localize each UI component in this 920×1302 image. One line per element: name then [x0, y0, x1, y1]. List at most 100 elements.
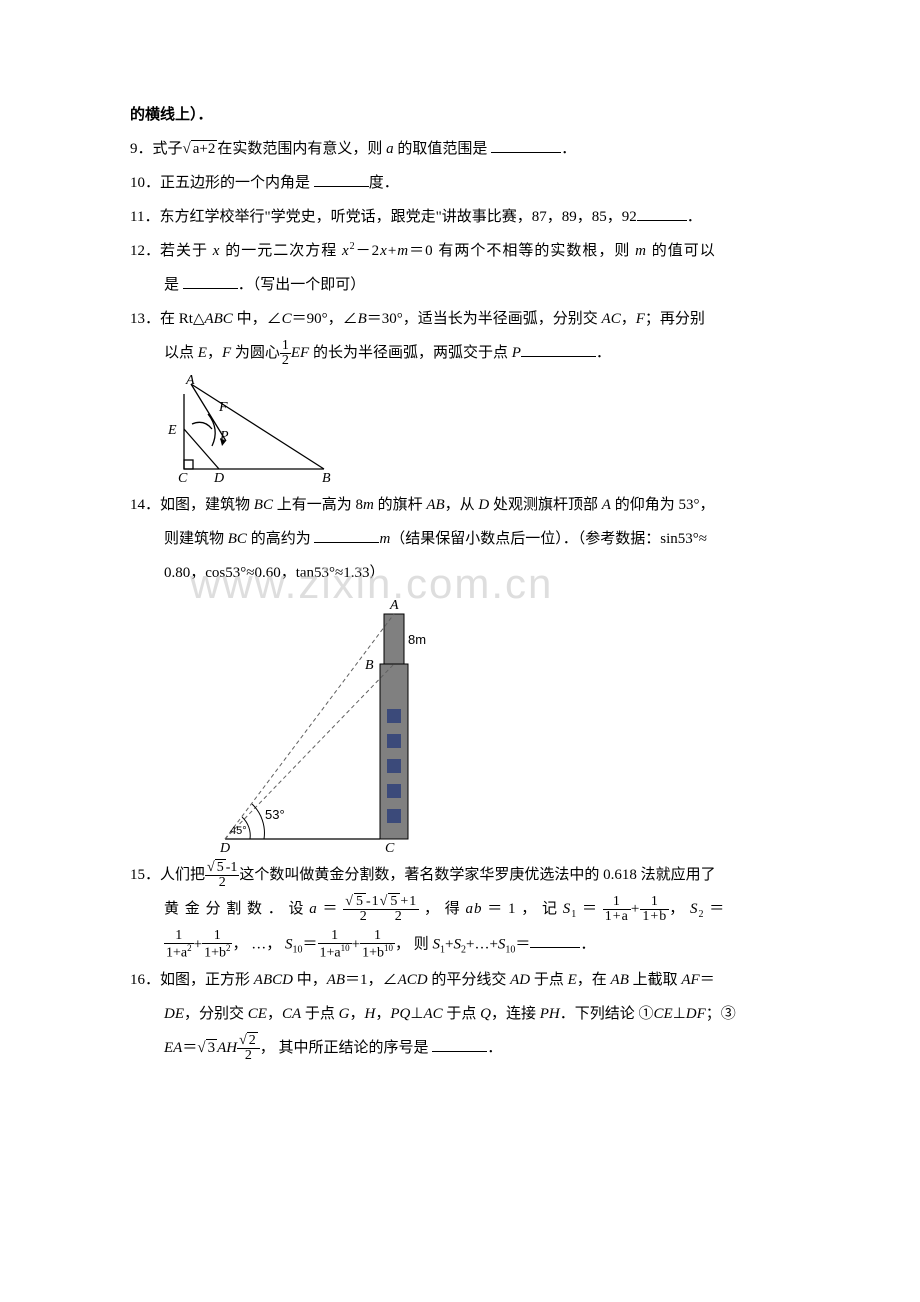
q14-d: D: [478, 497, 489, 513]
label-A: A: [389, 598, 399, 613]
q12-m: m: [397, 243, 409, 259]
blank: [530, 933, 580, 948]
frac-s10a: 11+a10: [318, 929, 352, 961]
label-53: 53°: [265, 807, 285, 822]
question-15-line2: 黄 金 分 割 数 ． 设 a ＝ √5-1√5+12 2 ， 得 ab ＝ 1…: [130, 894, 790, 925]
label-8m: 8m: [408, 632, 426, 647]
q13-p: P: [512, 345, 521, 361]
q13-t4: ＝30°，适当长为半径画弧，分别交: [367, 311, 598, 327]
q15-s10: S: [285, 936, 293, 952]
q12-x: x: [213, 243, 221, 259]
q14-l2a: 则建筑物: [164, 531, 224, 547]
label-F: F: [218, 400, 228, 415]
q16-t20: ＝: [182, 1040, 197, 1056]
question-13: 13．在 Rt△ABC 中，∠C＝90°，∠B＝30°，适当长为半径画弧，分别交…: [130, 304, 790, 334]
q13-diagram: A F E P C D B: [164, 374, 790, 484]
q16-h: H: [365, 1006, 376, 1022]
frac-root2: √22: [237, 1034, 260, 1063]
label-A: A: [185, 374, 195, 388]
question-14-line2: 则建筑物 BC 的高约为 m（结果保留小数点后一位）．（参考数据：sin53°≈: [130, 524, 790, 554]
q14-t1: 如图，建筑物: [160, 497, 250, 513]
q14-num: 14．: [130, 497, 160, 513]
q15-t9: ＝: [303, 936, 318, 952]
q15-l2a: 黄 金 分 割 数 ． 设: [164, 901, 309, 917]
q16-t8: ＝: [700, 972, 715, 988]
q13-t2: 中，∠: [237, 311, 282, 327]
q16-q: Q: [480, 1006, 491, 1022]
q13-l2a: 以点: [164, 345, 194, 361]
label-C: C: [178, 471, 188, 484]
q16-ab: AB: [327, 972, 345, 988]
q16-num: 16．: [130, 972, 160, 988]
q12-t5: ＝0 有两个不相等的实数根，则: [409, 243, 630, 259]
q14-t3: 的旗杆: [374, 497, 423, 513]
q15-ab: ab: [466, 901, 483, 917]
q16-ph: PH: [540, 1006, 560, 1022]
q12-l2b: ．（写出一个即可）: [238, 277, 366, 293]
q15-dots: +…+: [466, 936, 498, 952]
q13-t5: ，: [621, 311, 636, 327]
q16-t10: ，: [267, 1006, 282, 1022]
q15-t1: 人们把: [160, 867, 205, 883]
q9-sqrt-body: a+2: [191, 140, 218, 157]
blank: [637, 206, 687, 221]
q16-ac: AC: [423, 1006, 442, 1022]
q16-t9: ，分别交: [184, 1006, 244, 1022]
q16-t5: 于点: [530, 972, 564, 988]
q14-l3: 0.80，cos53°≈0.60，tan53°≈1.33）: [164, 565, 385, 581]
question-12-line2: 是 ．（写出一个即可）: [130, 270, 790, 300]
sqrt-icon: √a+2: [183, 134, 218, 164]
q16-sqrt3: 3: [206, 1039, 218, 1056]
q16-af: AF: [681, 972, 699, 988]
q15-s1: S: [563, 901, 572, 917]
q15-s22: S: [453, 936, 461, 952]
question-14-line3: 0.80，cos53°≈0.60，tan53°≈1.33）: [130, 558, 790, 588]
q14-t7: 的高约为: [247, 531, 311, 547]
frac-s2b: 11+b2: [202, 929, 232, 961]
blank: [183, 274, 238, 289]
label-B: B: [322, 471, 331, 484]
q14-m: m: [363, 497, 374, 513]
label-45: 45°: [230, 825, 247, 837]
question-11: 11．东方红学校举行"学党史，听党话，跟党走"讲故事比赛，87，89，85，92…: [130, 202, 790, 232]
q13-end: ．: [596, 345, 611, 361]
q14-t6: 的仰角为 53°，: [611, 497, 715, 513]
q13-t8: 为圆心: [231, 345, 280, 361]
q12-t6: 的值可以: [652, 243, 716, 259]
question-9: 9．式子√a+2在实数范围内有意义，则 a 的取值范围是 ．: [130, 134, 790, 164]
q16-t14: ⊥: [410, 1006, 423, 1022]
q16-t6: ，在: [577, 972, 607, 988]
q13-t1: 在 Rt△: [160, 311, 204, 327]
q15-num: 15．: [130, 867, 160, 883]
q9-t1: 式子: [153, 141, 183, 157]
q16-end: ．: [487, 1040, 502, 1056]
question-16: 16．如图，正方形 ABCD 中，AB＝1，∠ACD 的平分线交 AD 于点 E…: [130, 965, 790, 995]
q15-t7: ，: [669, 901, 690, 917]
frac-s1b: 11+b: [640, 895, 669, 924]
q16-ce: CE: [248, 1006, 267, 1022]
q16-t12: ，: [349, 1006, 364, 1022]
label-E: E: [167, 423, 177, 438]
q13-ac: AC: [602, 311, 621, 327]
q14-bc2: BC: [228, 531, 247, 547]
q13-b: B: [358, 311, 367, 327]
q16-t1: 如图，正方形: [160, 972, 250, 988]
frac-s1a: 11+a: [603, 895, 631, 924]
q16-t13: ，: [375, 1006, 390, 1022]
question-14: 14．如图，建筑物 BC 上有一高为 8m 的旗杆 AB，从 D 处观测旗杆顶部…: [130, 490, 790, 520]
q12-t3: －2: [356, 243, 381, 259]
section-header: 的横线上）．: [130, 100, 790, 130]
q10-t1: 正五边形的一个内角是: [160, 175, 310, 191]
q15-t2: 这个数叫做黄金分割数，著名数学家华罗庚优选法中的 0.618 法就应用了: [239, 867, 715, 883]
question-15: 15．人们把√5-12这个数叫做黄金分割数，著名数学家华罗庚优选法中的 0.61…: [130, 860, 790, 890]
q9-t2: 在实数范围内有意义，则: [217, 141, 382, 157]
q16-t19: ；: [706, 1006, 721, 1022]
q13-t9: 的长为半径画弧，两弧交于点: [309, 345, 508, 361]
q14-diagram: A B C D 8m 53° 45°: [220, 594, 790, 854]
q15-end: ．: [580, 936, 595, 952]
q16-t15: 于点: [443, 1006, 477, 1022]
q16-ca: CA: [282, 1006, 301, 1022]
q10-t2: 度．: [369, 175, 399, 191]
q12-eq: x: [342, 243, 350, 259]
question-12: 12．若关于 x 的一元二次方程 x2－2x+m＝0 有两个不相等的实数根，则 …: [130, 236, 790, 266]
